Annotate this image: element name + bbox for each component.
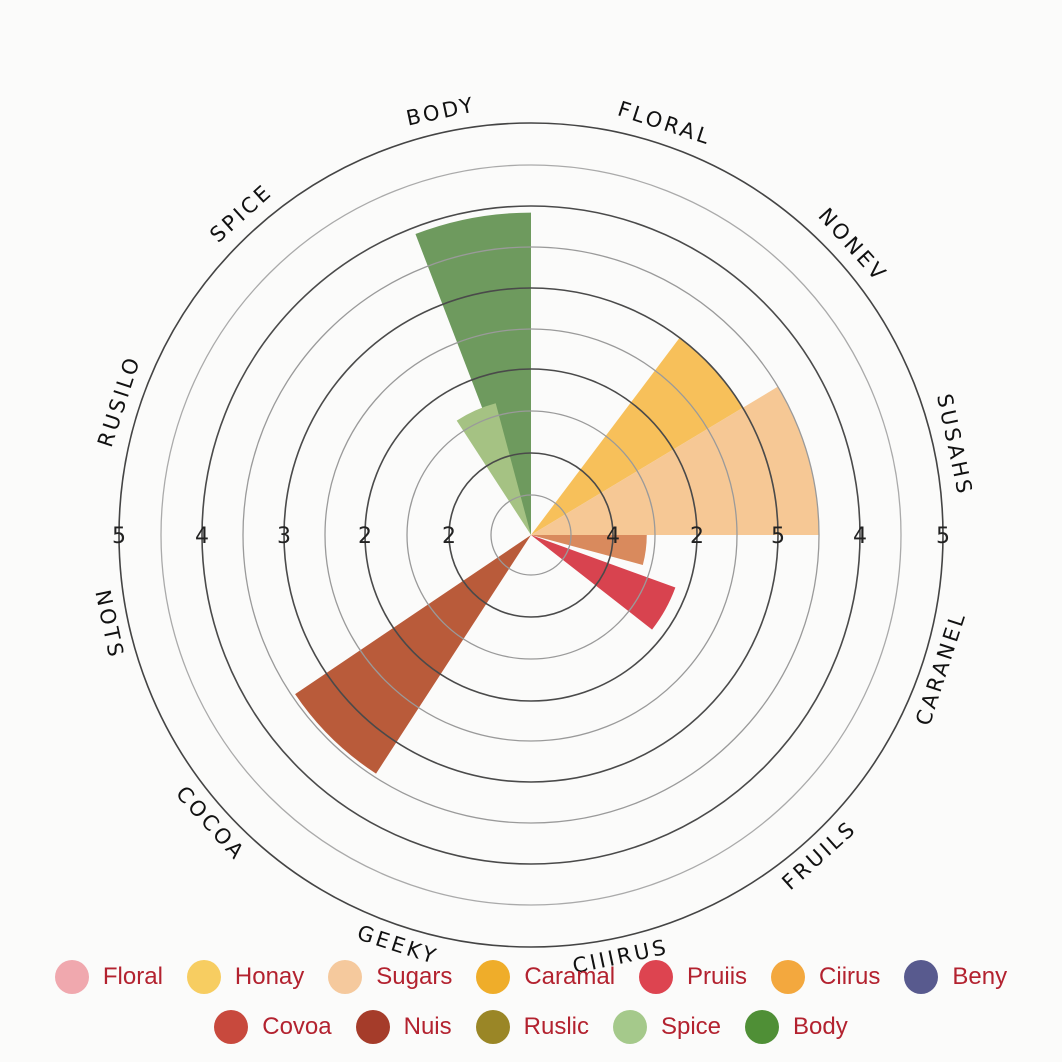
legend-label: Ruslic xyxy=(523,1013,589,1040)
grid-ring xyxy=(406,410,656,660)
legend-label: Floral xyxy=(102,963,163,990)
legend-swatch xyxy=(639,960,674,994)
legend-label: Spice xyxy=(660,1013,722,1040)
legend-item: Sugars xyxy=(328,960,452,994)
legend-row-1: Floral Honay Sugars Caramal Pruiis Ciirus Beny xyxy=(0,960,1062,994)
grid-ring xyxy=(242,246,820,824)
wedge-sugars xyxy=(531,386,819,535)
wedge-spice xyxy=(456,403,531,535)
category-label: RUSILO xyxy=(93,352,145,450)
tick-label-left: 5 xyxy=(112,524,126,549)
legend-item: Covoa xyxy=(214,1010,332,1044)
legend-row-2: Covoa Nuis Ruslic Spice Body xyxy=(0,1010,1062,1044)
category-label: NONEV xyxy=(814,204,892,287)
grid-ring xyxy=(364,368,698,702)
legend-item: Nuis xyxy=(355,1010,452,1044)
legend-label: Body xyxy=(793,1013,848,1040)
legend-swatch xyxy=(612,1010,647,1044)
wedge-honey xyxy=(531,338,743,535)
legend-label: Covoa xyxy=(262,1013,332,1040)
legend-label: Honay xyxy=(234,963,305,990)
grid-ring xyxy=(201,205,861,865)
legend-swatch xyxy=(54,960,89,994)
outer-ring xyxy=(118,122,944,948)
category-label: BODY xyxy=(404,92,478,130)
tick-labels: 4 2 5 4 5 5 4 3 2 2 xyxy=(112,524,950,549)
legend-swatch xyxy=(214,1010,249,1044)
legend-label: Beny xyxy=(952,963,1008,990)
legend-swatch xyxy=(476,960,511,994)
grid-ring xyxy=(448,452,614,618)
legend-swatch xyxy=(355,1010,390,1044)
legend-item: Honay xyxy=(186,960,305,994)
legend-item: Ruslic xyxy=(475,1010,589,1044)
tick-label-right: 4 xyxy=(606,524,620,549)
tick-label-right: 4 xyxy=(853,524,867,549)
category-label: FLORAL xyxy=(615,97,715,150)
category-label: SPICE xyxy=(205,179,277,247)
legend-swatch xyxy=(475,1010,510,1044)
wedge-pruiis xyxy=(531,535,676,630)
legend-item: Pruiis xyxy=(639,960,747,994)
legend-item: Beny xyxy=(904,960,1007,994)
legend-swatch xyxy=(904,960,939,994)
legend-label: Caramal xyxy=(524,963,616,990)
tick-label-left: 2 xyxy=(442,524,456,549)
legend-item: Floral xyxy=(54,960,163,994)
tick-label-left: 4 xyxy=(195,524,209,549)
legend-label: Nuis xyxy=(403,1013,452,1040)
grid-layer xyxy=(118,122,944,948)
grid-ring xyxy=(283,287,779,783)
wedge-cocoa xyxy=(295,535,531,774)
tick-label-left: 2 xyxy=(358,524,372,549)
tick-label-right: 5 xyxy=(771,524,785,549)
wedge-layer xyxy=(295,212,819,774)
legend-label: Pruiis xyxy=(687,963,748,990)
tick-label-left: 3 xyxy=(277,524,291,549)
legend-item: Ciirus xyxy=(771,960,880,994)
legend-item: Caramal xyxy=(476,960,615,994)
legend-swatch xyxy=(771,960,806,994)
grid-ring xyxy=(324,328,738,742)
legend-label: Sugars xyxy=(376,963,453,990)
legend-item: Spice xyxy=(612,1010,722,1044)
grid-ring xyxy=(160,164,902,906)
legend-swatch xyxy=(186,960,221,994)
legend-swatch xyxy=(328,960,363,994)
legend-item: Body xyxy=(745,1010,848,1044)
legend-label: Ciirus xyxy=(819,963,881,990)
legend-swatch xyxy=(745,1010,780,1044)
grid-ring xyxy=(490,494,572,576)
category-label: SUSAHS xyxy=(932,392,977,499)
tick-label-right: 2 xyxy=(690,524,704,549)
tick-label-right: 5 xyxy=(936,524,950,549)
category-label: NOTS xyxy=(90,588,128,662)
wedge-caramal xyxy=(531,535,647,565)
